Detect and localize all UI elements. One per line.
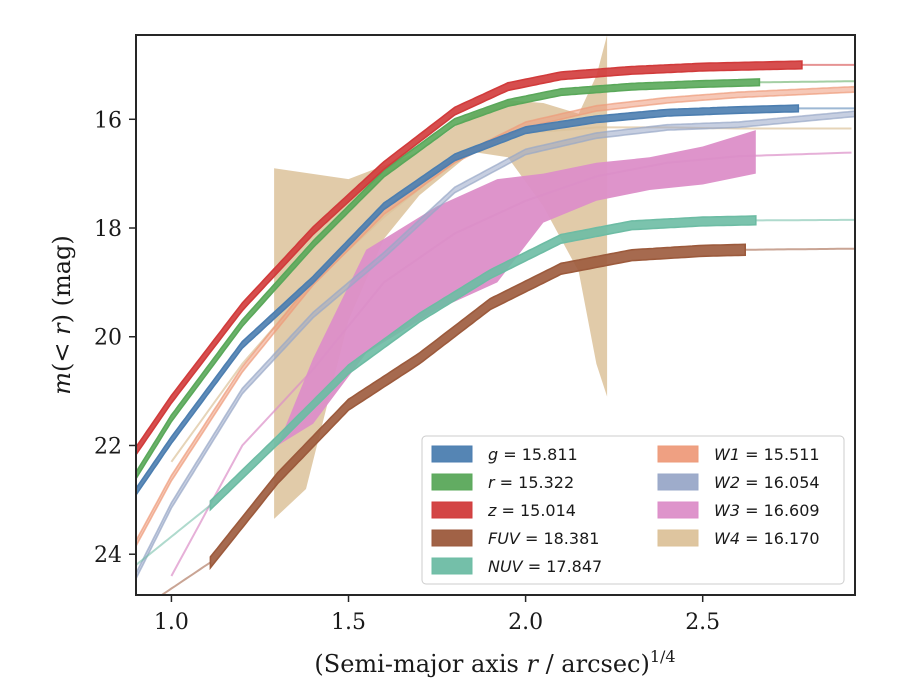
line-fuv-extrap-end [745,247,855,251]
band-fuv [209,243,746,571]
legend-swatch [657,529,699,547]
legend-item-nuv: NUV = 17.847 [431,557,602,576]
x-axis-title: (Semi-major axis r / arcsec)1/4 [314,647,675,678]
x-tick-label: 1.5 [331,610,366,635]
y-tick-label: 16 [94,108,122,133]
x-axis: 1.0 1.5 2.0 2.5 [154,595,720,635]
y-tick-label: 22 [94,434,122,459]
legend-item-r: r = 15.322 [431,473,574,492]
x-tick-label: 1.0 [154,610,189,635]
y-tick-label: 20 [94,326,122,351]
x-tick-label: 2.5 [685,610,720,635]
legend: g = 15.811 r = 15.322 z = 15.014 FUV = 18.3… [421,435,845,585]
y-axis-title: m(< r) (mag) [48,235,76,395]
legend-swatch [657,501,699,519]
legend-swatch [657,473,699,491]
legend-label: W3 = 16.609 [714,501,820,520]
legend-label: W1 = 15.511 [714,445,820,464]
legend-item-w3: W3 = 16.609 [657,501,820,520]
legend-swatch [431,445,473,463]
y-tick-label: 24 [94,543,122,568]
legend-item-g: g = 15.811 [431,445,578,464]
legend-label: r = 15.322 [488,473,574,492]
band-w3 [277,130,756,446]
y-tick-label: 18 [94,217,122,242]
band-z [136,60,803,457]
band-g [136,104,800,497]
legend-item-w4: W4 = 16.170 [657,529,820,548]
line-nuv-extrap-end [755,218,855,222]
plot-frame [135,34,856,596]
legend-swatch [431,473,473,491]
legend-item-fuv: FUV = 18.381 [431,529,599,548]
band-nuv [209,215,757,512]
x-tick-label: 2.0 [508,610,543,635]
band-w2 [136,110,855,580]
legend-item-w2: W2 = 16.054 [657,473,820,492]
legend-label: NUV = 17.847 [488,557,602,576]
legend-label: z = 15.014 [487,501,576,520]
legend-swatch [431,529,473,547]
band-r [136,78,761,481]
legend-label: FUV = 18.381 [488,529,599,548]
legend-label: g = 15.811 [488,445,578,464]
legend-label: W4 = 16.170 [714,529,820,548]
legend-item-w1: W1 = 15.511 [657,445,820,464]
legend-item-z: z = 15.014 [431,501,576,520]
legend-swatch [657,445,699,463]
legend-box [421,435,845,585]
y-axis: 16 18 20 22 24 [94,108,136,568]
line-nuv-extrap-start [136,504,212,566]
line-w3 [170,151,852,577]
line-r-extrap-end [759,80,855,84]
legend-swatch [431,557,473,575]
legend-label: W2 = 16.054 [714,473,820,492]
legend-swatch [431,501,473,519]
